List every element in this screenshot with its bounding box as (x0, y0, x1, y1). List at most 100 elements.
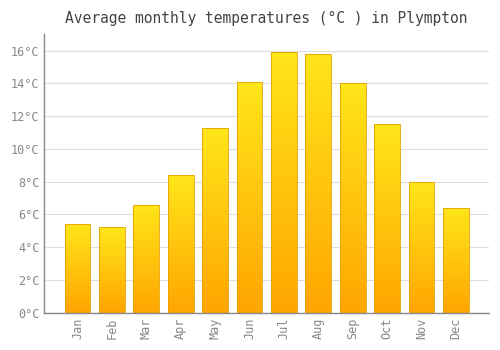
Bar (340, 241, 365, 244)
Bar (271, 175, 297, 177)
Bar (271, 247, 297, 250)
Bar (306, 199, 331, 201)
Bar (340, 230, 365, 232)
Bar (271, 253, 297, 256)
Bar (236, 121, 262, 123)
Bar (168, 189, 194, 190)
Bar (168, 270, 194, 271)
Bar (374, 254, 400, 256)
Bar (202, 202, 228, 203)
Bar (64, 296, 90, 297)
Bar (408, 261, 434, 263)
Bar (408, 229, 434, 230)
Bar (99, 300, 125, 301)
Bar (443, 237, 468, 238)
Bar (168, 271, 194, 273)
Bar (99, 309, 125, 310)
Bar (306, 289, 331, 292)
Bar (202, 298, 228, 300)
Bar (99, 305, 125, 306)
Bar (306, 158, 331, 160)
Bar (408, 189, 434, 191)
Bar (236, 107, 262, 110)
Bar (340, 306, 365, 308)
Bar (134, 290, 159, 291)
Bar (443, 210, 468, 211)
Bar (99, 248, 125, 249)
Bar (236, 167, 262, 169)
Bar (271, 224, 297, 227)
Bar (443, 258, 468, 259)
Bar (340, 154, 365, 157)
Bar (340, 223, 365, 225)
Bar (408, 307, 434, 309)
Bar (202, 174, 228, 176)
Bar (443, 220, 468, 222)
Bar (374, 270, 400, 271)
Bar (271, 209, 297, 211)
Bar (408, 234, 434, 235)
Bar (271, 68, 297, 70)
Bar (202, 305, 228, 307)
Bar (374, 141, 400, 143)
Bar (99, 304, 125, 305)
Bar (271, 130, 297, 133)
Bar (271, 182, 297, 185)
Bar (64, 248, 90, 249)
Bar (236, 158, 262, 160)
Bar (306, 93, 331, 95)
Bar (306, 264, 331, 266)
Bar (306, 295, 331, 297)
Bar (168, 289, 194, 290)
Bar (202, 276, 228, 278)
Bar (443, 262, 468, 264)
Bar (134, 285, 159, 286)
Bar (64, 237, 90, 238)
Bar (306, 305, 331, 308)
Bar (340, 116, 365, 118)
Bar (134, 287, 159, 288)
Bar (64, 303, 90, 304)
Bar (443, 279, 468, 280)
Bar (443, 281, 468, 282)
Bar (271, 94, 297, 97)
Bar (374, 134, 400, 135)
Bar (168, 196, 194, 197)
Bar (443, 274, 468, 275)
Bar (134, 243, 159, 244)
Bar (168, 243, 194, 244)
Bar (340, 258, 365, 260)
Bar (99, 245, 125, 246)
Bar (64, 307, 90, 308)
Bar (408, 254, 434, 255)
Bar (271, 133, 297, 135)
Bar (340, 145, 365, 148)
Bar (168, 185, 194, 186)
Bar (443, 278, 468, 279)
Bar (64, 261, 90, 262)
Bar (271, 151, 297, 154)
Bar (374, 190, 400, 192)
Bar (168, 258, 194, 259)
Bar (168, 176, 194, 178)
Bar (168, 288, 194, 289)
Bar (168, 212, 194, 214)
Bar (306, 77, 331, 80)
Bar (168, 310, 194, 311)
Bar (271, 180, 297, 182)
Bar (134, 218, 159, 219)
Bar (168, 214, 194, 215)
Bar (408, 209, 434, 210)
Bar (64, 280, 90, 281)
Bar (134, 246, 159, 247)
Bar (134, 215, 159, 216)
Bar (168, 194, 194, 196)
Bar (443, 214, 468, 215)
Bar (374, 273, 400, 275)
Bar (408, 218, 434, 220)
Bar (236, 234, 262, 237)
Bar (168, 263, 194, 265)
Bar (306, 98, 331, 100)
Bar (340, 200, 365, 203)
Bar (271, 195, 297, 198)
